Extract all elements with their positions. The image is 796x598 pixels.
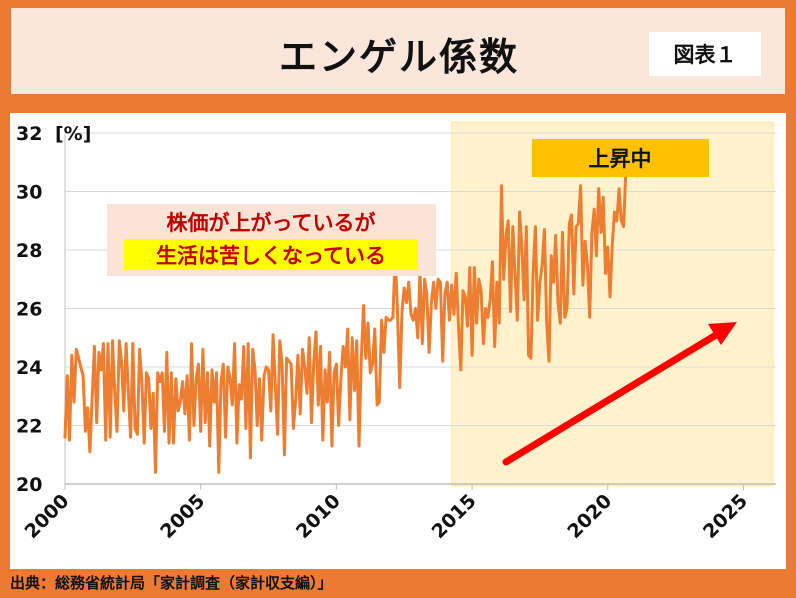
y-tick-label: 26	[16, 299, 42, 321]
trend-arrow-head	[708, 322, 737, 345]
trend-arrow-shaft	[502, 331, 720, 466]
chart-area: 20 22 24 26 28 30 32 [%] 2000 2005 2010 2015 2020 202…	[10, 113, 786, 569]
callout-line-2: 生活は苦しくなっている	[156, 244, 386, 268]
y-tick-label: 28	[16, 240, 42, 262]
source-note: 出典：総務省統計局「家計調査（家計収支編）」	[10, 574, 333, 592]
figure-badge: 図表１	[649, 32, 761, 76]
engel-coefficient-chart: 20 22 24 26 28 30 32 [%] 2000 2005 2010 2015 2020 202…	[16, 121, 776, 543]
x-tick-label: 2005	[156, 490, 209, 543]
header-banner: エンゲル係数 図表１	[10, 7, 786, 95]
x-tick-label: 2025	[699, 490, 752, 543]
y-tick-label: 24	[16, 357, 42, 379]
x-tick-label: 2015	[428, 490, 481, 543]
y-tick-label: 20	[16, 474, 42, 496]
callout-line-1: 株価が上がっているが	[167, 211, 376, 235]
y-tick-label: 32	[16, 123, 42, 145]
y-axis-unit: [%]	[55, 123, 91, 145]
x-tick-label: 2010	[292, 490, 345, 543]
page-title: エンゲル係数	[278, 35, 519, 79]
highlight-label: 上昇中	[589, 147, 652, 171]
x-tick-label: 2020	[563, 490, 616, 543]
series-line	[63, 169, 628, 474]
highlight-label-box	[532, 139, 709, 177]
y-tick-label: 30	[16, 182, 42, 204]
callout-highlight	[124, 239, 418, 270]
y-tick-label: 22	[16, 416, 42, 438]
x-tick-label: 2000	[21, 490, 74, 543]
